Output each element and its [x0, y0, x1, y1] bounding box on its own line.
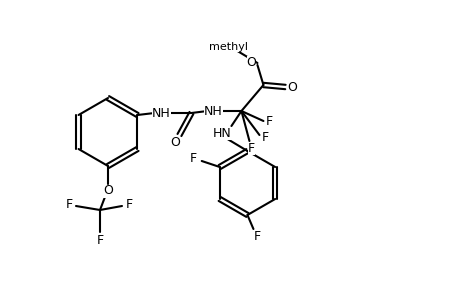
Text: F: F: [65, 197, 73, 211]
Text: O: O: [246, 56, 256, 68]
Text: F: F: [190, 152, 197, 164]
Text: NH: NH: [204, 104, 222, 118]
Text: methyl: methyl: [208, 42, 247, 52]
Text: O: O: [170, 136, 180, 148]
Text: HN: HN: [213, 127, 231, 140]
Text: F: F: [96, 233, 103, 247]
Text: NH: NH: [152, 106, 170, 119]
Text: F: F: [125, 197, 132, 211]
Text: F: F: [253, 230, 260, 244]
Text: O: O: [103, 184, 113, 197]
Text: F: F: [265, 115, 272, 128]
Text: F: F: [247, 142, 254, 154]
Text: O: O: [287, 80, 297, 94]
Text: F: F: [261, 130, 269, 143]
